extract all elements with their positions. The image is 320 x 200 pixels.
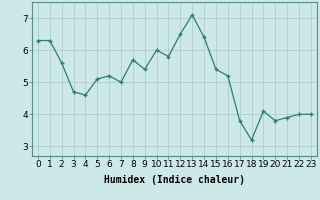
X-axis label: Humidex (Indice chaleur): Humidex (Indice chaleur) xyxy=(104,175,245,185)
